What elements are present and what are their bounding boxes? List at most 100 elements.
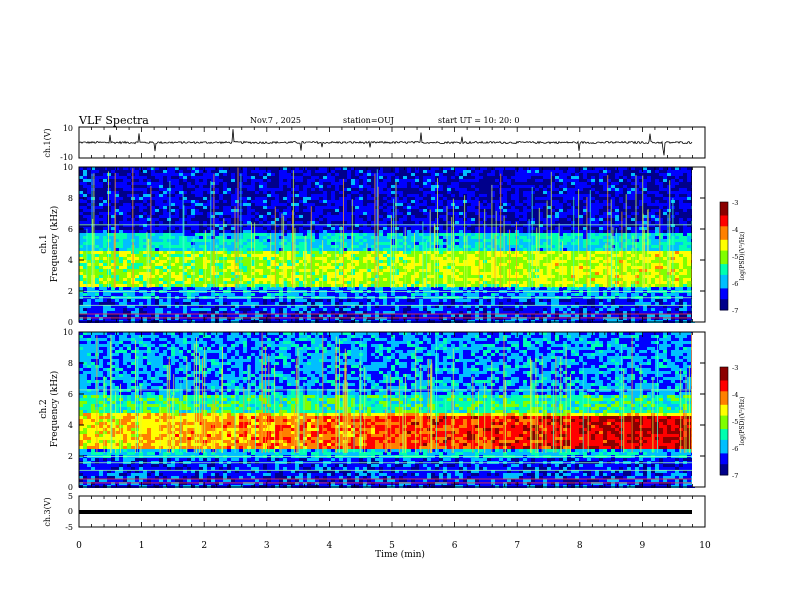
spectrogram-cell xyxy=(419,209,423,212)
spectrogram-cell xyxy=(423,257,427,260)
spectrogram-cell xyxy=(79,311,83,314)
spectrogram-cell xyxy=(455,302,459,305)
spectrogram-cell xyxy=(419,191,423,194)
spectrogram-cell xyxy=(147,170,151,173)
spectrogram-cell xyxy=(231,302,235,305)
spectrogram-cell xyxy=(343,236,347,239)
spectrogram-cell xyxy=(335,200,339,203)
spectrogram-cell xyxy=(459,284,463,287)
spectrogram-cell xyxy=(255,305,259,308)
spectrogram-cell xyxy=(99,233,103,236)
spectrogram-cell xyxy=(235,224,239,227)
spectrogram-cell xyxy=(311,194,315,197)
spectrogram-cell xyxy=(99,194,103,197)
spectrogram-cell xyxy=(411,239,415,242)
spectrogram-cell xyxy=(263,269,267,272)
spectrogram-cell xyxy=(223,263,227,266)
spectrogram-cell xyxy=(219,269,223,272)
spectrogram-cell xyxy=(271,314,275,317)
spectrogram-cell xyxy=(355,188,359,191)
spectrogram-cell xyxy=(179,239,183,242)
spectrogram-cell xyxy=(391,275,395,278)
spectrogram-cell xyxy=(255,167,259,170)
spectrogram-cell xyxy=(383,287,387,290)
spectrogram-cell xyxy=(351,293,355,296)
spectrogram-cell xyxy=(227,227,231,230)
spectrogram-cell xyxy=(395,191,399,194)
spectrogram-cell xyxy=(207,221,211,224)
spectrogram-cell xyxy=(99,191,103,194)
spectrogram-cell xyxy=(167,176,171,179)
spectrogram-cell xyxy=(275,209,279,212)
spectrogram-cell xyxy=(275,263,279,266)
spectrogram-cell xyxy=(351,176,355,179)
spectrogram-cell xyxy=(207,287,211,290)
spectrogram-cell xyxy=(187,287,191,290)
spectrogram-cell xyxy=(195,176,199,179)
spectrogram-cell xyxy=(231,257,235,260)
spectrogram-cell xyxy=(395,242,399,245)
spectrogram-cell xyxy=(127,218,131,221)
spectrogram-cell xyxy=(191,281,195,284)
spectrogram-cell xyxy=(283,287,287,290)
spectrogram-cell xyxy=(351,257,355,260)
spectrogram-cell xyxy=(279,215,283,218)
spectrogram-cell xyxy=(447,203,451,206)
spectrogram-cell xyxy=(211,203,215,206)
spectrogram-cell xyxy=(383,275,387,278)
spectrogram-cell xyxy=(159,266,163,269)
spectrogram-cell xyxy=(267,275,271,278)
spectrogram-cell xyxy=(415,182,419,185)
spectrogram-cell xyxy=(207,218,211,221)
spectrogram-cell xyxy=(203,218,207,221)
spectrogram-cell xyxy=(191,227,195,230)
spectrogram-cell xyxy=(95,200,99,203)
spectrogram-cell xyxy=(439,269,443,272)
spectrogram-cell xyxy=(399,257,403,260)
spectrogram-cell xyxy=(215,314,219,317)
spectrogram-cell xyxy=(159,299,163,302)
spectrogram-cell xyxy=(243,293,247,296)
spectrogram-cell xyxy=(219,260,223,263)
spectrogram-cell xyxy=(255,263,259,266)
spectrogram-cell xyxy=(219,218,223,221)
spectrogram-cell xyxy=(379,227,383,230)
spectrogram-cell xyxy=(187,194,191,197)
spectrogram-cell xyxy=(299,251,303,254)
spectrogram-cell xyxy=(223,299,227,302)
spectrogram-cell xyxy=(247,311,251,314)
spectrogram-cell xyxy=(295,176,299,179)
spectrogram-cell xyxy=(255,254,259,257)
spectrogram-cell xyxy=(391,167,395,170)
spectrogram-cell xyxy=(399,212,403,215)
spectrogram-cell xyxy=(443,239,447,242)
spectrogram-cell xyxy=(415,185,419,188)
spectrogram-cell xyxy=(271,245,275,248)
spectrogram-cell xyxy=(447,275,451,278)
spectrogram-cell xyxy=(363,251,367,254)
spectrogram-cell xyxy=(127,236,131,239)
spectrogram-cell xyxy=(275,212,279,215)
spectrogram-cell xyxy=(115,227,119,230)
spectrogram-cell xyxy=(247,278,251,281)
spectrogram-cell xyxy=(235,167,239,170)
spectrogram-cell xyxy=(219,182,223,185)
spectrogram-cell xyxy=(111,203,115,206)
spectrogram-cell xyxy=(383,305,387,308)
spectrogram-cell xyxy=(395,287,399,290)
spectrogram-cell xyxy=(183,191,187,194)
spectrogram-cell xyxy=(423,173,427,176)
spectrogram-cell xyxy=(235,302,239,305)
spectrogram-cell xyxy=(455,233,459,236)
spectrogram-cell xyxy=(203,203,207,206)
spectrogram-cell xyxy=(327,242,331,245)
spectrogram-cell xyxy=(83,185,87,188)
spectrogram-cell xyxy=(407,260,411,263)
spectrogram-cell xyxy=(331,188,335,191)
spectrogram-cell xyxy=(251,263,255,266)
spectrogram-cell xyxy=(295,311,299,314)
spectrogram-cell xyxy=(119,302,123,305)
spectrogram-cell xyxy=(211,218,215,221)
spectrogram-cell xyxy=(219,251,223,254)
spectrogram-cell xyxy=(135,302,139,305)
